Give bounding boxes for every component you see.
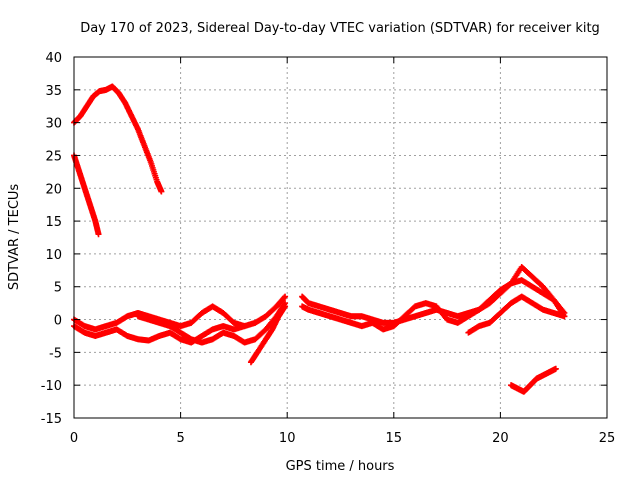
- data-point: [241, 323, 248, 330]
- y-tick-label: 40: [45, 51, 62, 66]
- series-arc-3: [71, 293, 289, 346]
- x-tick-label: 20: [492, 431, 509, 446]
- series-arc-10: [508, 365, 559, 395]
- y-tick-label: 20: [45, 182, 62, 197]
- x-tick-label: 10: [279, 431, 296, 446]
- series-arc-6: [247, 303, 289, 366]
- x-tick-label: 5: [176, 431, 184, 446]
- x-tick-label: 0: [70, 431, 78, 446]
- y-axis-label: SDTVAR / TECUs: [7, 184, 22, 291]
- data-point: [561, 313, 568, 320]
- y-tick-label: 5: [54, 281, 62, 296]
- y-tick-label: -10: [41, 379, 62, 394]
- y-tick-label: 35: [45, 84, 62, 99]
- series-arc-9: [465, 293, 568, 336]
- series-arc-4: [71, 303, 248, 333]
- data-point: [158, 188, 165, 195]
- series-arc-2: [71, 152, 102, 238]
- chart-title: Day 170 of 2023, Sidereal Day-to-day VTE…: [80, 21, 600, 36]
- data-point: [281, 294, 288, 301]
- data-point: [282, 293, 289, 300]
- y-tick-label: 0: [54, 314, 62, 329]
- data-point: [95, 231, 102, 238]
- y-tick-label: 25: [45, 149, 62, 164]
- data-point: [282, 303, 289, 310]
- y-tick-label: 15: [45, 215, 62, 230]
- series-arc-8: [299, 264, 568, 333]
- plot-frame: [73, 56, 608, 419]
- y-tick-label: 10: [45, 248, 62, 263]
- x-tick-label: 25: [599, 431, 616, 446]
- grid: [74, 57, 607, 418]
- x-axis-label: GPS time / hours: [286, 459, 395, 474]
- y-tick-label: 30: [45, 117, 62, 132]
- data-point: [552, 365, 559, 372]
- series-arc-1: [71, 83, 165, 195]
- axis-ticks: 0 5 10 15 20 25 -15 -10 -5 0 5 10 15 20 25 30 35 40: [41, 51, 616, 446]
- y-tick-label: -5: [49, 346, 62, 361]
- data-points: [71, 83, 568, 395]
- x-tick-label: 15: [386, 431, 403, 446]
- y-tick-label: -15: [41, 412, 62, 427]
